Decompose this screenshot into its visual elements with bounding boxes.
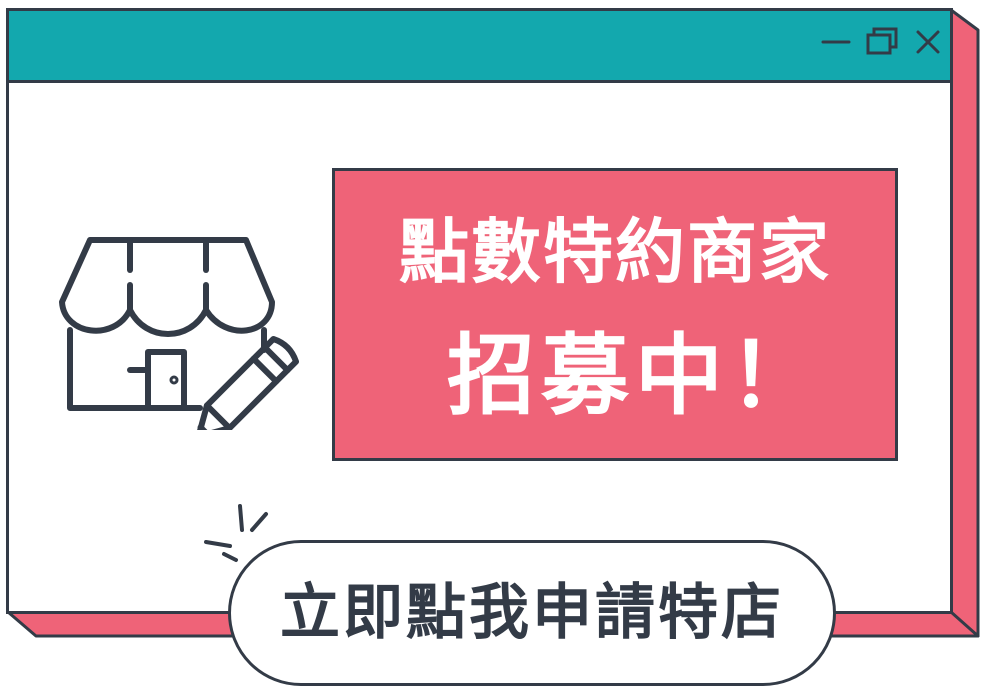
maximize-icon[interactable] xyxy=(865,25,899,59)
minimize-icon[interactable] xyxy=(819,25,853,59)
recruitment-banner: 點數特約商家 招募中！ xyxy=(332,168,898,461)
apply-button-label: 立即點我申請特店 xyxy=(280,578,784,648)
store-edit-icon xyxy=(59,237,300,430)
apply-button[interactable]: 立即點我申請特店 xyxy=(228,540,836,686)
title-bar xyxy=(9,11,950,83)
close-icon[interactable] xyxy=(911,25,945,59)
banner-title: 點數特約商家 xyxy=(399,211,831,293)
banner-subtitle: 招募中！ xyxy=(446,324,823,427)
sparkle-icon xyxy=(204,504,268,562)
